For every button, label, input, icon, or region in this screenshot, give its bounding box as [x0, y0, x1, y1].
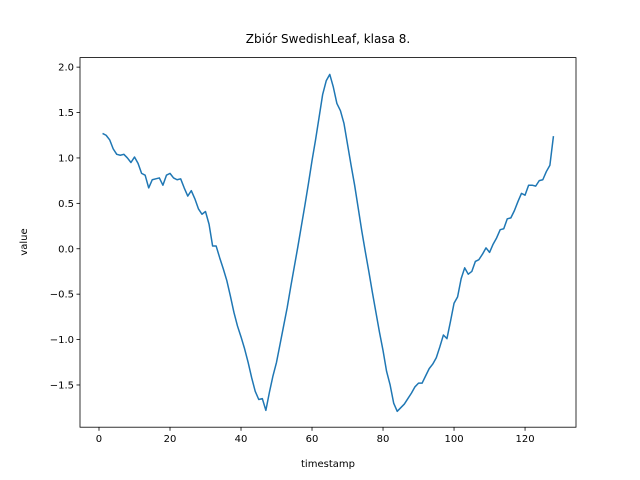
y-tick-label: 1.5 [58, 108, 74, 119]
plot-frame [79, 57, 577, 428]
data-line [102, 73, 555, 413]
x-tick-label: 120 [516, 434, 535, 445]
x-tick-label: 80 [377, 434, 390, 445]
y-tick-label: −1.0 [50, 335, 74, 346]
chart-title: Zbiór SwedishLeaf, klasa 8. [246, 32, 410, 46]
x-tick-label: 0 [96, 434, 102, 445]
y-axis-label: value [19, 228, 30, 255]
y-tick-label: −1.5 [50, 380, 74, 391]
y-tick-label: −0.5 [50, 290, 74, 301]
x-tick-label: 40 [235, 434, 248, 445]
x-axis-label: timestamp [301, 459, 355, 470]
y-tick-label: 1.0 [58, 153, 74, 164]
x-tick-label: 100 [444, 434, 463, 445]
y-tick-label: 2.0 [58, 63, 74, 74]
x-tick-label: 20 [164, 434, 177, 445]
y-tick-label: 0.0 [58, 244, 74, 255]
y-tick-label: 0.5 [58, 199, 74, 210]
x-tick-label: 60 [306, 434, 319, 445]
